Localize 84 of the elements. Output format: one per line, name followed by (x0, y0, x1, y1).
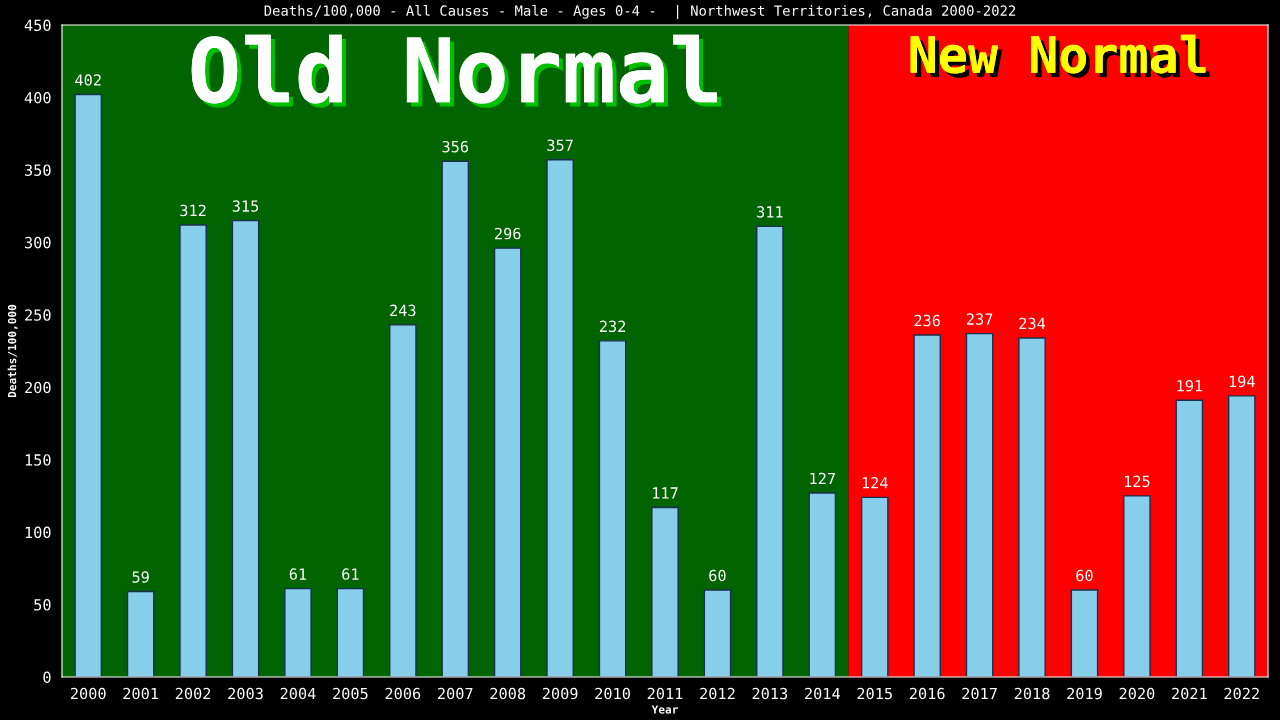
x-tick-label: 2011 (647, 687, 683, 700)
data-label: 61 (342, 568, 359, 580)
y-tick-label: 100 (25, 526, 51, 539)
y-tick-label: 50 (34, 599, 51, 611)
data-label: 60 (1076, 569, 1093, 582)
bar (74, 93, 103, 677)
bar (1070, 589, 1099, 677)
chart-title: Deaths/100,000 - All Causes - Male - Ages 0-4 - | Northwest Territories, Canada 2000-2022 (264, 5, 1016, 19)
x-tick-label: 2014 (805, 687, 840, 700)
bar (389, 324, 417, 677)
x-tick-label: 2020 (1119, 687, 1155, 700)
bar (1227, 395, 1256, 677)
bar (546, 159, 574, 677)
band-label: New Normal (910, 34, 1210, 78)
bar (336, 587, 365, 677)
x-tick-label: 2001 (123, 687, 159, 700)
x-tick-label: 2007 (438, 687, 473, 700)
y-tick-label: 200 (25, 381, 51, 394)
data-label: 234 (1019, 317, 1046, 330)
y-tick-label: 0 (43, 671, 51, 684)
y-tick-label: 250 (25, 309, 51, 321)
x-tick-label: 2019 (1067, 687, 1102, 700)
data-label: 60 (709, 569, 726, 582)
data-label: 402 (75, 74, 101, 86)
bar (179, 224, 207, 677)
x-tick-label: 2022 (1224, 687, 1259, 700)
x-tick-label: 2017 (962, 687, 997, 700)
data-label: 124 (862, 477, 888, 489)
bar (284, 587, 312, 677)
y-tick-label: 450 (24, 19, 51, 32)
data-label: 191 (1177, 379, 1203, 392)
x-tick-label: 2000 (70, 687, 106, 700)
bar (651, 506, 679, 677)
x-tick-label: 2015 (857, 687, 892, 700)
y-axis-title: Deaths/100,000 (7, 304, 18, 398)
x-tick-label: 2012 (700, 687, 735, 700)
bar (756, 225, 784, 677)
data-label: 357 (547, 139, 573, 151)
x-tick-label: 2016 (909, 687, 945, 700)
bar (703, 589, 732, 677)
bar (493, 247, 522, 677)
data-label: 237 (966, 313, 993, 325)
x-tick-label: 2005 (333, 687, 368, 700)
data-label: 296 (495, 227, 521, 240)
bar (1175, 399, 1204, 677)
data-label: 312 (180, 204, 206, 217)
bar (126, 590, 155, 677)
x-tick-label: 2018 (1014, 687, 1050, 700)
x-tick-label: 2021 (1172, 687, 1207, 700)
data-label: 194 (1229, 375, 1255, 388)
bar (913, 334, 941, 677)
data-label: 243 (390, 304, 416, 317)
x-tick-label: 2003 (228, 687, 263, 700)
band-label: Old Normal (191, 34, 721, 108)
x-tick-label: 2009 (542, 687, 578, 700)
y-tick-label: 300 (25, 236, 51, 249)
data-label: 117 (653, 487, 678, 499)
data-label: 59 (132, 571, 149, 583)
x-tick-label: 2013 (752, 687, 788, 700)
x-tick-label: 2008 (490, 687, 526, 700)
bar (441, 160, 470, 677)
x-axis-title: Year (651, 705, 678, 714)
y-tick-label: 350 (25, 164, 51, 176)
data-label: 61 (289, 568, 307, 580)
bar (860, 496, 889, 677)
y-tick-label: 400 (24, 91, 51, 104)
x-tick-label: 2002 (175, 687, 211, 700)
data-label: 232 (599, 320, 626, 333)
data-label: 315 (232, 200, 259, 212)
y-tick-label: 150 (25, 454, 51, 466)
data-label: 125 (1124, 475, 1150, 488)
x-tick-label: 2010 (595, 687, 630, 700)
bar (808, 492, 837, 677)
bar (1018, 337, 1046, 677)
bar (1123, 495, 1151, 677)
data-label: 127 (810, 472, 835, 485)
data-label: 356 (442, 140, 469, 153)
bar (598, 340, 627, 677)
data-label: 311 (757, 206, 783, 218)
x-tick-label: 2004 (280, 687, 316, 700)
data-label: 236 (914, 314, 940, 327)
x-tick-label: 2006 (385, 687, 421, 700)
bar (231, 219, 260, 677)
bar (965, 332, 994, 677)
